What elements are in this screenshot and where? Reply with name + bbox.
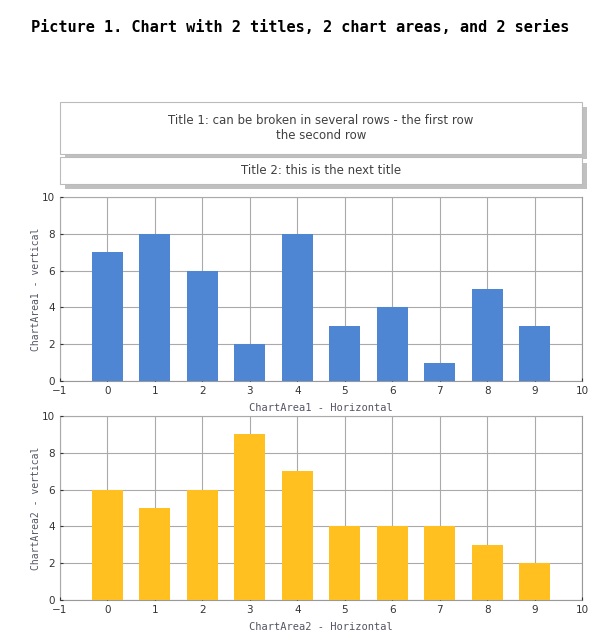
Bar bbox=[329, 526, 360, 600]
Text: Picture 1. Chart with 2 titles, 2 chart areas, and 2 series: Picture 1. Chart with 2 titles, 2 chart … bbox=[31, 20, 569, 36]
Text: Title 1: can be broken in several rows - the first row
the second row: Title 1: can be broken in several rows -… bbox=[169, 114, 473, 142]
Bar bbox=[519, 563, 550, 600]
Bar bbox=[282, 471, 313, 600]
Bar bbox=[187, 490, 218, 600]
Bar bbox=[329, 326, 360, 381]
X-axis label: ChartArea1 - Horizontal: ChartArea1 - Horizontal bbox=[249, 403, 393, 413]
Bar bbox=[92, 490, 123, 600]
Bar bbox=[139, 234, 170, 381]
Bar bbox=[424, 363, 455, 381]
Bar bbox=[472, 289, 503, 381]
Bar bbox=[282, 234, 313, 381]
Bar bbox=[377, 526, 407, 600]
Bar bbox=[424, 526, 455, 600]
Bar bbox=[472, 545, 503, 600]
Bar bbox=[187, 271, 218, 381]
Bar bbox=[235, 344, 265, 381]
Bar bbox=[377, 307, 407, 381]
Y-axis label: ChartArea2 - vertical: ChartArea2 - vertical bbox=[31, 446, 41, 570]
Text: Title 2: this is the next title: Title 2: this is the next title bbox=[241, 164, 401, 177]
Bar bbox=[139, 508, 170, 600]
Bar bbox=[92, 252, 123, 381]
Y-axis label: ChartArea1 - vertical: ChartArea1 - vertical bbox=[31, 227, 41, 351]
Bar bbox=[235, 434, 265, 600]
X-axis label: ChartArea2 - Horizontal: ChartArea2 - Horizontal bbox=[249, 622, 393, 632]
Bar bbox=[519, 326, 550, 381]
